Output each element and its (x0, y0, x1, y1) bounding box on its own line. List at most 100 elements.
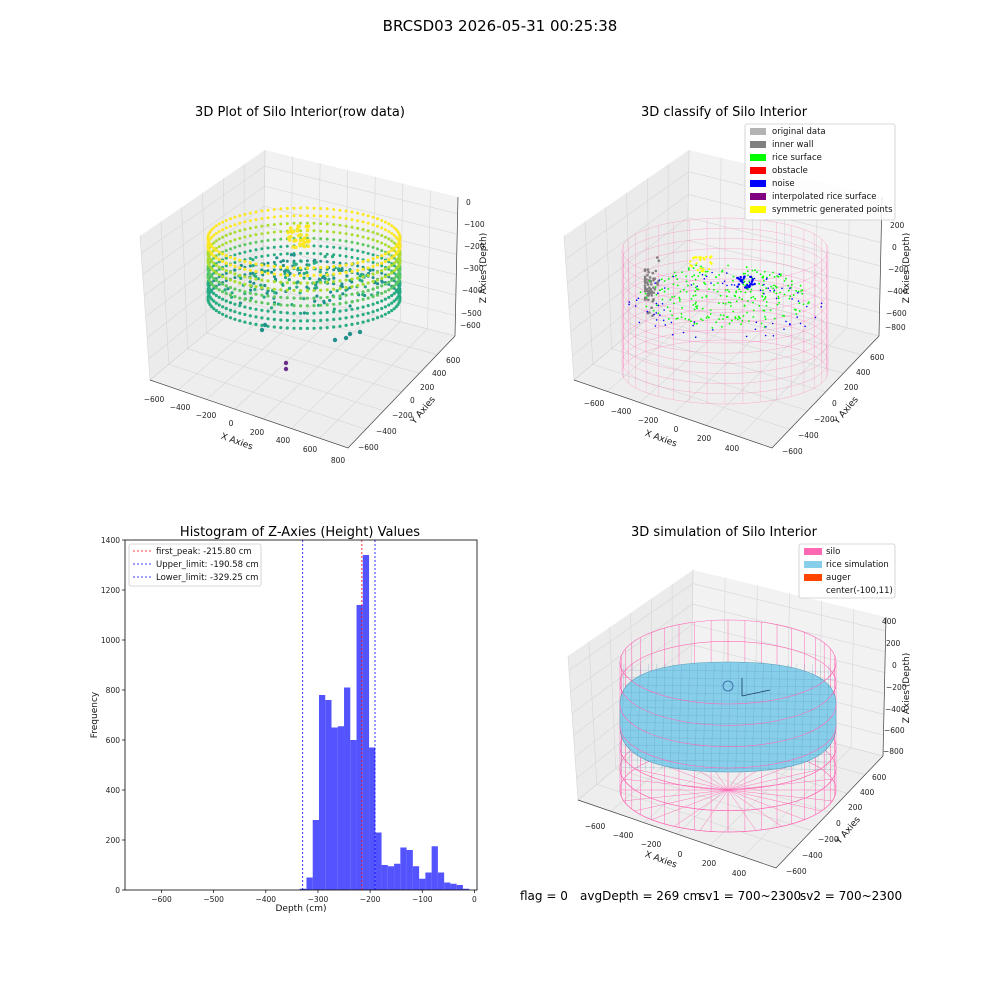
rice-surface-point (751, 269, 754, 272)
noise-point (769, 289, 771, 292)
raw-wall-point (387, 280, 391, 284)
rice-surface-point (801, 292, 804, 295)
raw-wall-point (332, 264, 336, 269)
raw-wall-point (350, 322, 354, 326)
raw-wall-point (390, 301, 394, 305)
raw-wall-point (285, 296, 289, 300)
raw-wall-point (228, 316, 233, 320)
rice-surface-point (685, 280, 688, 283)
raw-wall-point (243, 290, 247, 294)
noise-point (737, 283, 741, 286)
rice-mesh-line (743, 663, 748, 771)
raw-wall-point (325, 318, 329, 322)
raw-outlier-point (283, 366, 289, 372)
raw-wall-point (390, 239, 394, 243)
noise-point (806, 305, 808, 308)
raw-wall-point (390, 286, 394, 290)
raw-wall-point (312, 244, 316, 248)
raw-surface-point (263, 269, 267, 273)
inner-wall-point (643, 269, 647, 272)
raw-wall-point (390, 309, 394, 313)
raw-wall-point (228, 263, 233, 267)
raw-surface-point (358, 274, 362, 278)
inner-wall-point (646, 273, 649, 277)
raw-ytick: −400 (376, 427, 397, 436)
raw-wall-point (387, 265, 391, 269)
raw-ztick: −100 (464, 220, 485, 229)
rice-surface-point (673, 295, 676, 298)
raw-wall-point (380, 306, 384, 311)
histogram-bar (412, 866, 420, 890)
rice-surface-point (747, 288, 749, 291)
raw-wall-point (392, 292, 396, 296)
noise-point (814, 316, 817, 319)
rice-mesh-line (719, 663, 723, 771)
raw-wall-point (292, 281, 296, 285)
inner-wall-point (648, 311, 651, 314)
raw-wall-point (312, 319, 316, 323)
histogram-ytick-label: 200 (106, 836, 121, 845)
raw-wall-point (254, 218, 258, 222)
rice-surface-point (706, 315, 709, 318)
raw-bump-point (303, 240, 307, 245)
raw-wall-point (356, 306, 360, 310)
raw-wall-point (212, 241, 216, 245)
histogram-legend-frame (128, 543, 262, 587)
raw-surface-point (273, 291, 277, 295)
raw-wall-point (279, 230, 283, 234)
inner-wall-point (653, 287, 657, 291)
classify-legend-items: original data inner wall rice surface ob… (750, 127, 893, 215)
inner-wall-point (646, 283, 650, 286)
raw-wall-point (344, 270, 348, 275)
raw-surface-point (329, 290, 333, 294)
raw-wall-point (344, 263, 348, 267)
simulation-y-ticks: −600 −400 −200 0 200 400 600 (786, 773, 887, 876)
noise-point (726, 272, 728, 274)
raw-wall-point (332, 215, 336, 219)
raw-xtick: 400 (276, 436, 291, 445)
raw-wall-point (366, 266, 370, 270)
status-avg-depth: avgDepth = 269 cm (580, 889, 701, 903)
noise-point (701, 273, 704, 276)
gridline-z (141, 165, 458, 254)
raw-wall-point (243, 305, 247, 309)
raw-wall-point (212, 299, 216, 303)
raw-surface-point (253, 287, 257, 292)
raw-surface-point (368, 268, 372, 272)
raw-wall-point (392, 256, 396, 260)
raw-wall-point (356, 272, 360, 276)
simulation-xtick: −400 (613, 831, 634, 840)
raw-wall-point (380, 314, 384, 318)
noise-point (712, 329, 714, 331)
status-line: flag = 0 avgDepth = 269 cm sv1 = 700~230… (520, 889, 902, 903)
classify-xtick: 200 (697, 434, 712, 443)
raw-wall-point (299, 319, 303, 323)
rice-surface-point (773, 290, 775, 293)
rice-mesh-line (825, 663, 830, 771)
histogram-bar (456, 885, 463, 890)
raw-wall-point (332, 310, 336, 314)
raw-wall-point (312, 221, 316, 225)
rice-surface-point (687, 284, 689, 287)
rice-mesh-line (620, 663, 625, 771)
raw-wall-point (272, 295, 276, 299)
rice-surface-point (693, 274, 696, 277)
raw-wall-point (212, 276, 216, 281)
gridline-z (570, 603, 886, 693)
raw-wall-point (238, 304, 242, 308)
raw-wall-point (380, 299, 384, 303)
rice-surface-point (675, 274, 677, 277)
raw-wall-point (350, 233, 354, 237)
raw-surface-point (348, 304, 352, 308)
raw-wall-point (366, 296, 370, 300)
rice-surface-point (787, 289, 790, 292)
raw-wall-point (233, 272, 237, 276)
classify-legend-swatch (750, 141, 766, 148)
raw-ytick: 400 (432, 369, 447, 378)
raw-wall-point (305, 251, 309, 255)
raw-wall-point (254, 285, 258, 289)
raw-ztick: −300 (463, 264, 484, 273)
histogram-frame (124, 539, 478, 891)
noise-point (654, 325, 657, 327)
silo-spoke (634, 768, 729, 791)
